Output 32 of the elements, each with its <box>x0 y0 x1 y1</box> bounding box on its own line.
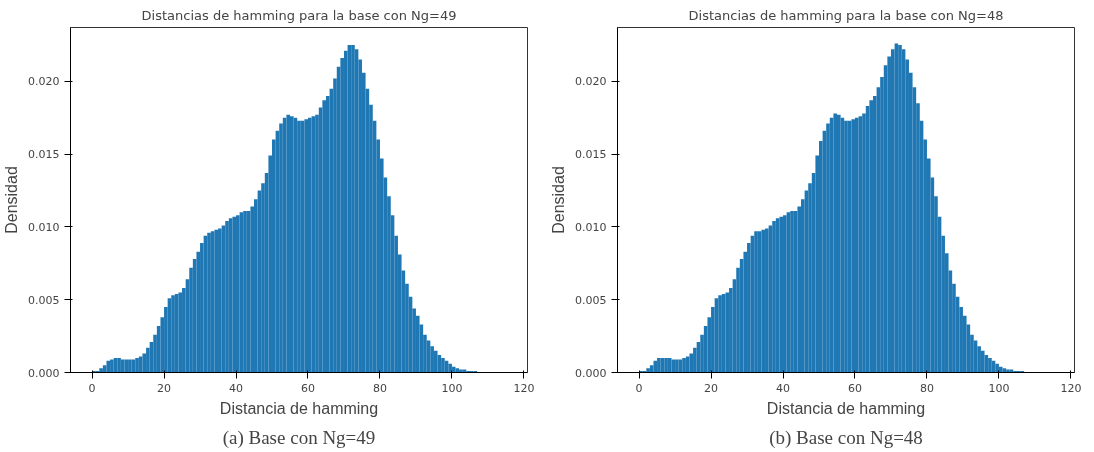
x-tick-label: 40 <box>229 381 244 395</box>
y-tick-label: 0.020 <box>28 75 60 89</box>
y-axis-title: Densidad <box>3 166 21 234</box>
y-tick-label: 0.015 <box>575 148 607 162</box>
x-tick-label: 40 <box>776 381 791 395</box>
y-tick-label: 0.005 <box>28 293 60 307</box>
x-tick-label: 0 <box>635 381 643 395</box>
y-tick-label: 0.010 <box>575 220 607 234</box>
y-axis-title: Densidad <box>550 166 568 234</box>
text: (a) Base con Ng=49 <box>222 426 376 449</box>
text: (b) Base con Ng=48 <box>769 426 923 449</box>
x-tick-label: 80 <box>372 381 387 395</box>
y-tick-label: 0.000 <box>575 366 607 380</box>
y-tick-label: 0.015 <box>28 148 60 162</box>
chart-title: Distancias de hamming para la base con Ng=49 <box>141 7 457 23</box>
x-axis-title: Distancia de hamming <box>766 399 926 417</box>
x-tick-label: 0 <box>88 381 96 395</box>
x-tick-label: 100 <box>988 381 1010 395</box>
x-tick-label: 60 <box>848 381 862 395</box>
x-tick-label: 100 <box>441 381 463 395</box>
x-tick-label: 20 <box>157 381 172 395</box>
y-tick-label: 0.005 <box>575 293 607 307</box>
x-tick-label: 120 <box>1060 381 1082 395</box>
y-tick-label: 0.020 <box>575 75 607 89</box>
y-tick-label: 0.000 <box>28 366 60 380</box>
x-tick-label: 20 <box>704 381 719 395</box>
x-tick-label: 120 <box>513 381 535 395</box>
chart-title: Distancias de hamming para la base con Ng=48 <box>688 7 1004 23</box>
x-axis-title: Distancia de hamming <box>219 399 379 417</box>
y-tick-label: 0.010 <box>28 220 60 234</box>
x-tick-label: 60 <box>301 381 315 395</box>
x-tick-label: 80 <box>919 381 934 395</box>
